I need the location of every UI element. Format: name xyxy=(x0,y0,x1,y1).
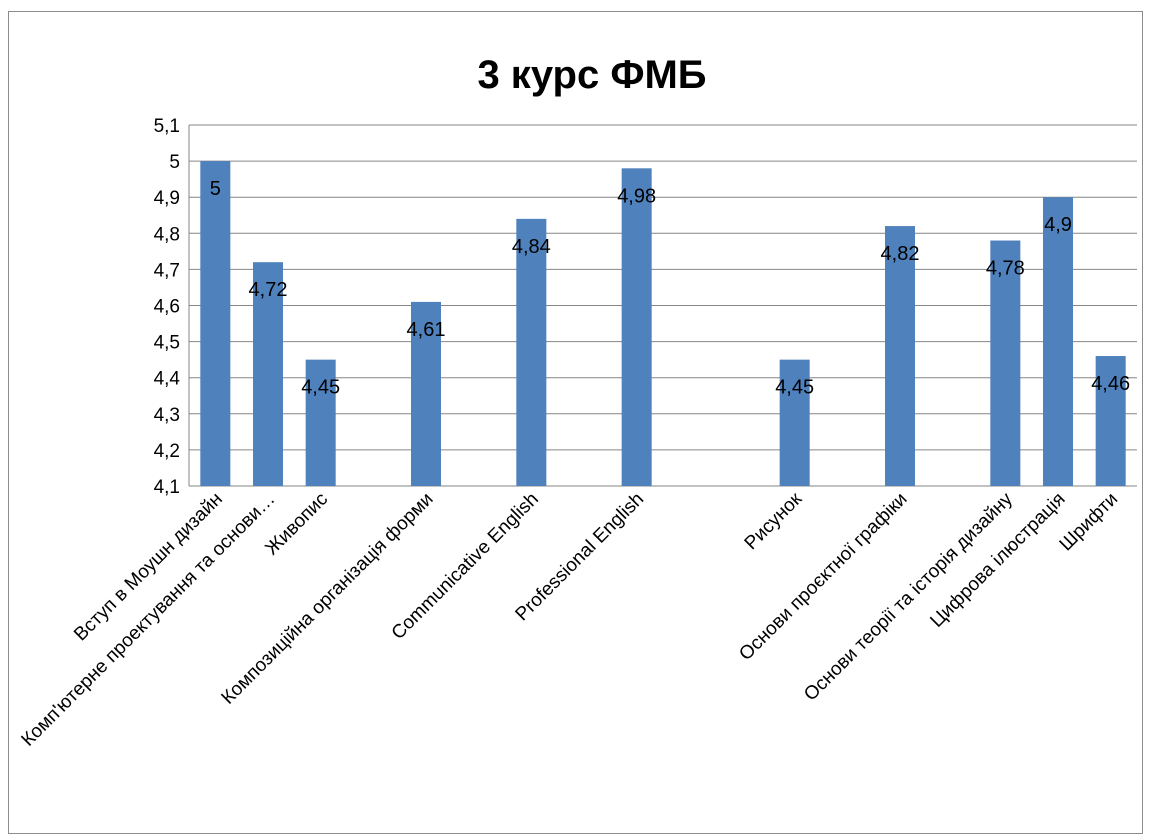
y-tick-label: 4,8 xyxy=(154,224,180,245)
y-tick-label: 5,1 xyxy=(154,116,180,137)
y-tick-label: 4,4 xyxy=(154,369,181,390)
chart-title: 3 курс ФМБ xyxy=(477,53,706,97)
y-tick-label: 4,5 xyxy=(154,333,180,354)
y-tick-label: 4,2 xyxy=(154,441,180,462)
data-label: 4,84 xyxy=(512,236,551,258)
data-label: 4,45 xyxy=(301,377,340,399)
data-label: 5 xyxy=(210,178,221,200)
y-tick-label: 4,9 xyxy=(154,188,180,209)
data-label: 4,46 xyxy=(1091,373,1130,395)
y-tick-label: 5 xyxy=(169,152,180,173)
data-label: 4,61 xyxy=(407,319,446,341)
y-tick-label: 4,3 xyxy=(154,405,180,426)
data-labels: 5 4,72 4,45 4,61 4,84 4,98 4,45 4,82 4,78 4,9 4,46 xyxy=(210,178,1130,399)
bar xyxy=(1042,197,1074,486)
data-label: 4,78 xyxy=(986,258,1025,280)
y-tick-label: 4,7 xyxy=(154,260,180,281)
bar xyxy=(1095,356,1126,486)
bars xyxy=(200,161,1126,487)
bar xyxy=(410,301,442,486)
bar xyxy=(305,359,336,486)
y-tick-label: 4,6 xyxy=(154,297,180,318)
chart-frame: 3 курс ФМБ 4,1 4,2 4,3 4,4 4,5 4,6 4,7 4,8 4,9 5 5… xyxy=(8,11,1143,834)
data-label: 4,9 xyxy=(1044,214,1072,236)
category-label: Основи теорії та історія дизайну xyxy=(800,488,1017,705)
bar xyxy=(252,262,284,486)
data-label: 4,98 xyxy=(617,185,656,207)
gridlines xyxy=(188,124,1137,487)
data-label: 4,45 xyxy=(775,377,814,399)
category-label: Комп'ютерне проектування та основи… xyxy=(18,489,280,751)
data-label: 4,72 xyxy=(249,279,288,301)
bar xyxy=(779,359,810,486)
bar xyxy=(200,161,231,486)
bar xyxy=(884,226,916,486)
y-tick-label: 4,1 xyxy=(154,477,180,498)
y-axis-ticks: 4,1 4,2 4,3 4,4 4,5 4,6 4,7 4,8 4,9 5 5,1 xyxy=(154,116,181,498)
category-label: Рисунок xyxy=(741,488,807,554)
bar xyxy=(516,218,547,487)
bar-chart: 3 курс ФМБ 4,14,24,34,44,54,64,74,84,955… xyxy=(18,53,1137,751)
data-label: 4,82 xyxy=(881,243,920,265)
bar xyxy=(990,240,1021,486)
bar xyxy=(621,168,652,486)
category-label: Шрифти xyxy=(1056,489,1123,556)
category-label: Основи проєктної графіки xyxy=(735,489,911,665)
